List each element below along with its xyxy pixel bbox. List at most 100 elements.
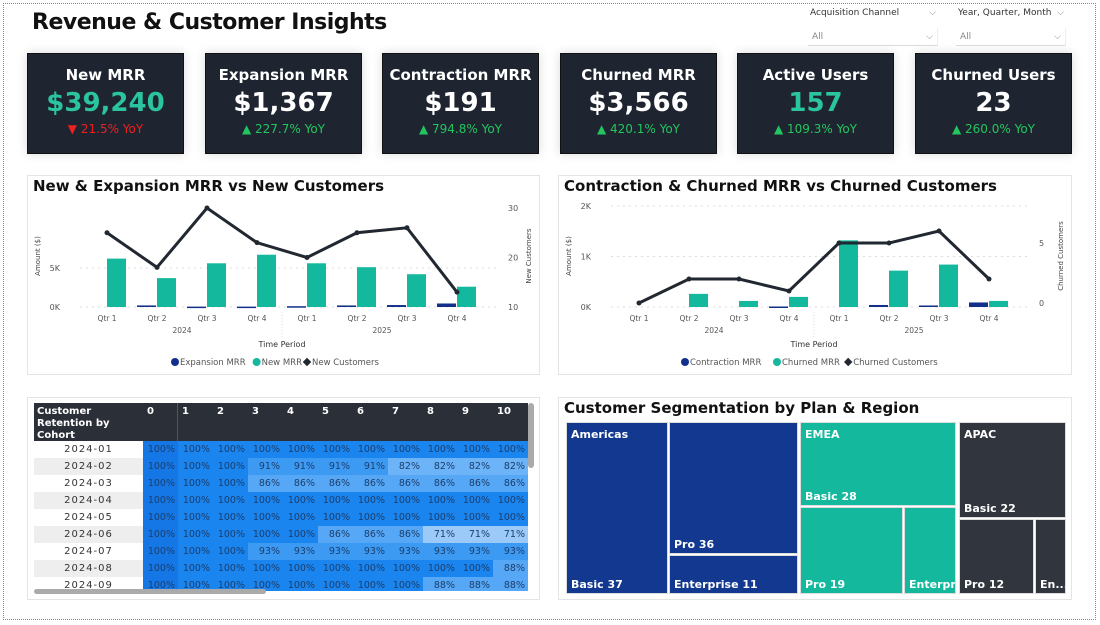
column-header[interactable]: 2 bbox=[217, 406, 224, 417]
retention-cell: 100% bbox=[318, 577, 353, 591]
kpi-yoy: 420.1% YoY bbox=[610, 122, 681, 136]
triangle-up-icon: ▲ bbox=[241, 122, 252, 136]
column-header[interactable]: 1 bbox=[182, 406, 189, 417]
x-tick-label: Qtr 2 bbox=[879, 314, 898, 323]
y-axis-title: Amount ($) bbox=[34, 236, 42, 276]
bar-churned-mrr bbox=[739, 300, 758, 307]
treemap-tile-label: Enterpr... bbox=[909, 578, 955, 591]
retention-cell: 100% bbox=[143, 441, 178, 458]
treemap-tile[interactable]: Pro 36 bbox=[669, 422, 798, 554]
retention-cell: 93% bbox=[353, 543, 388, 560]
y-tick-label: 0K bbox=[50, 303, 61, 312]
x-tick-label: Qtr 4 bbox=[979, 314, 998, 323]
retention-cell: 100% bbox=[423, 492, 458, 509]
kpi-card: Churned MRR $3,566 ▲ 420.1% YoY bbox=[560, 53, 717, 154]
retention-cell: 100% bbox=[353, 577, 388, 591]
retention-cell: 100% bbox=[143, 577, 178, 591]
column-header[interactable]: 3 bbox=[252, 406, 259, 417]
treemap-tile[interactable]: En... bbox=[1035, 519, 1066, 594]
x-tick-label: Qtr 1 bbox=[297, 314, 316, 323]
treemap-tile[interactable]: EMEA Basic 28 bbox=[800, 422, 956, 506]
retention-cell: 100% bbox=[283, 492, 318, 509]
retention-cell: 91% bbox=[353, 458, 388, 475]
table-header: Customer Retention by Cohort▲ 0123456789… bbox=[34, 403, 528, 452]
table-row: 2024-08 100% 100% 100% 100% 100% 100% 100% 100% 1… bbox=[34, 560, 528, 577]
new-expansion-chart: New & Expansion MRR vs New Customers 0K 5… bbox=[27, 175, 540, 375]
treemap-tile-label: Basic 22 bbox=[964, 502, 1016, 515]
kpi-yoy: 260.0% YoY bbox=[965, 122, 1036, 136]
y-tick-label: 2K bbox=[581, 202, 592, 211]
table-row: 2024-09 100% 100% 100% 100% 100% 100% 100% 100% 8… bbox=[34, 577, 528, 591]
column-header[interactable]: 8 bbox=[427, 406, 434, 417]
retention-cell: 100% bbox=[493, 509, 528, 526]
treemap-tile[interactable]: APAC Basic 22 bbox=[959, 422, 1066, 518]
y2-tick-label: 10 bbox=[508, 303, 518, 312]
chevron-down-icon[interactable]: ⌵ bbox=[1057, 8, 1064, 18]
retention-cell: 100% bbox=[318, 509, 353, 526]
retention-cell: 93% bbox=[318, 543, 353, 560]
retention-cell: 86% bbox=[283, 475, 318, 492]
bar-churned-mrr bbox=[939, 264, 958, 307]
bar-expansion-mrr bbox=[137, 305, 156, 307]
retention-cell: 100% bbox=[213, 458, 248, 475]
treemap-tile[interactable]: Americas Basic 37 bbox=[566, 422, 668, 594]
chart-title: New & Expansion MRR vs New Customers bbox=[33, 177, 385, 195]
kpi-title: Churned Users bbox=[931, 66, 1056, 84]
column-header[interactable]: 7 bbox=[392, 406, 399, 417]
horizontal-scrollbar[interactable] bbox=[34, 589, 266, 594]
y-tick-label: 1K bbox=[581, 253, 592, 262]
cohort-label: 2024-02 bbox=[34, 458, 143, 475]
retention-cell: 88% bbox=[458, 577, 493, 591]
x-tick-label: Qtr 2 bbox=[147, 314, 166, 323]
column-header[interactable]: 0 bbox=[147, 406, 154, 417]
legend-item: Churned Customers bbox=[853, 358, 938, 368]
retention-cell: 100% bbox=[248, 492, 283, 509]
treemap-tile-label: Pro 19 bbox=[805, 578, 846, 591]
legend-marker bbox=[843, 357, 853, 367]
bar-expansion-mrr bbox=[237, 306, 256, 309]
retention-cell: 91% bbox=[318, 458, 353, 475]
column-header[interactable]: 9 bbox=[462, 406, 469, 417]
bar-churned-mrr bbox=[989, 300, 1008, 307]
column-header[interactable]: 10 bbox=[497, 406, 511, 417]
page-title: Revenue & Customer Insights bbox=[32, 10, 387, 35]
chevron-down-icon[interactable]: ⌵ bbox=[929, 8, 936, 18]
y2-tick-label: 20 bbox=[508, 254, 518, 263]
column-header[interactable]: 4 bbox=[287, 406, 294, 417]
kpi-title: Active Users bbox=[762, 66, 869, 84]
filter-acquisition-channel[interactable]: Acquisition Channel ⌵ All ⌵ bbox=[808, 8, 938, 46]
bar-churned-mrr bbox=[689, 293, 708, 307]
kpi-value: 157 bbox=[788, 88, 843, 118]
treemap-region-label: Americas bbox=[571, 428, 629, 441]
column-header[interactable]: 6 bbox=[357, 406, 364, 417]
retention-cell: 100% bbox=[283, 526, 318, 543]
report-canvas bbox=[3, 3, 1096, 620]
line-point bbox=[786, 288, 792, 294]
filter-year-quarter-month[interactable]: Year, Quarter, Month ⌵ All ⌵ bbox=[956, 8, 1066, 46]
treemap-tile[interactable]: Enterprise 11 bbox=[669, 555, 798, 594]
treemap-tile-label: En... bbox=[1040, 578, 1066, 591]
line-churned-customers bbox=[638, 229, 991, 305]
retention-cell: 100% bbox=[178, 441, 213, 458]
retention-cell: 100% bbox=[353, 509, 388, 526]
retention-cell: 100% bbox=[388, 492, 423, 509]
bar-contraction-mrr bbox=[769, 306, 788, 308]
x-year-label: 2024 bbox=[704, 326, 723, 335]
table-row: 2024-06 100% 100% 100% 100% 100% 86% 86% 86% 71% 7… bbox=[34, 526, 528, 543]
retention-cell: 100% bbox=[458, 492, 493, 509]
treemap-tile[interactable]: Pro 12 bbox=[959, 519, 1034, 594]
bar-expansion-mrr bbox=[387, 305, 406, 307]
line-point bbox=[204, 205, 210, 211]
filter-dropdown[interactable]: All ⌵ bbox=[808, 28, 938, 46]
column-header[interactable]: 5 bbox=[322, 406, 329, 417]
vertical-scrollbar[interactable] bbox=[528, 403, 534, 468]
legend-item: Expansion MRR bbox=[180, 358, 246, 368]
treemap-tile[interactable]: Pro 19 bbox=[800, 507, 903, 594]
filter-dropdown[interactable]: All ⌵ bbox=[956, 28, 1066, 46]
y-tick-label: 0K bbox=[581, 303, 592, 312]
treemap-tile[interactable]: Enterpr... bbox=[904, 507, 956, 594]
treemap-tile-label: Enterprise 11 bbox=[674, 578, 758, 591]
retention-cell: 93% bbox=[248, 543, 283, 560]
treemap-region-label: APAC bbox=[964, 428, 997, 441]
retention-cell: 93% bbox=[388, 543, 423, 560]
